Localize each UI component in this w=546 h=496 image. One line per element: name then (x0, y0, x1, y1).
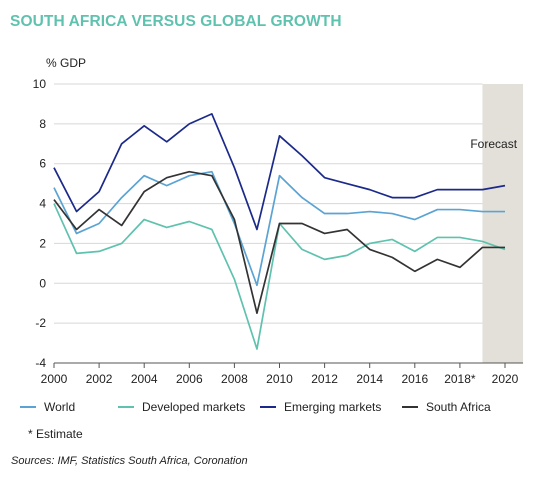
x-tick-label: 2004 (131, 372, 158, 386)
x-tick-label: 2014 (356, 372, 383, 386)
legend-label-south-africa: South Africa (426, 400, 491, 414)
x-tick-label: 2010 (266, 372, 293, 386)
legend-item-south-africa: South Africa (402, 400, 491, 414)
y-axis-label: % GDP (46, 56, 86, 70)
y-tick-label: 2 (39, 236, 46, 250)
y-tick-label: 4 (39, 197, 46, 211)
legend-swatch-world (20, 406, 36, 408)
y-axis-ticks: -4 -2 0 2 4 6 8 10 (33, 77, 47, 370)
forecast-band (482, 84, 524, 363)
legend-swatch-south-africa (402, 406, 418, 408)
legend-item-emerging-markets: Emerging markets (260, 400, 381, 414)
x-tick-label: 2000 (41, 372, 68, 386)
y-tick-label: 10 (33, 77, 47, 91)
y-tick-label: -4 (35, 356, 46, 370)
estimate-note: * Estimate (28, 427, 83, 441)
y-tick-label: 8 (39, 117, 46, 131)
series-line-world (53, 170, 505, 287)
legend-label-world: World (44, 400, 76, 414)
x-tick-label: 2006 (176, 372, 203, 386)
chart-title: SOUTH AFRICA VERSUS GLOBAL GROWTH (10, 13, 342, 30)
source-note: Sources: IMF, Statistics South Africa, C… (11, 455, 248, 467)
x-tick-label: 2020 (492, 372, 519, 386)
legend-label-developed-markets: Developed markets (142, 400, 246, 414)
x-tick-label: 2012 (311, 372, 338, 386)
x-tick-label: 2008 (221, 372, 248, 386)
legend-swatch-developed-markets (118, 406, 134, 408)
series-lines (53, 113, 506, 350)
legend-swatch-emerging-markets (260, 406, 276, 408)
series-line-emerging-markets (53, 113, 506, 231)
series-line-south-africa (53, 170, 505, 315)
x-axis-ticks: 2000 2002 2004 2006 2008 2010 2012 2014 2016 2018… (41, 363, 519, 386)
y-tick-label: 6 (39, 157, 46, 171)
legend: World Developed markets Emerging markets… (20, 400, 540, 420)
legend-item-developed-markets: Developed markets (118, 400, 245, 414)
y-tick-label: 0 (39, 276, 46, 290)
forecast-label: Forecast (470, 137, 517, 151)
x-tick-label: 2018* (444, 372, 476, 386)
y-tick-label: -2 (35, 316, 46, 330)
x-tick-label: 2002 (86, 372, 113, 386)
legend-item-world: World (20, 400, 75, 414)
legend-label-emerging-markets: Emerging markets (284, 400, 382, 414)
x-tick-label: 2016 (401, 372, 428, 386)
